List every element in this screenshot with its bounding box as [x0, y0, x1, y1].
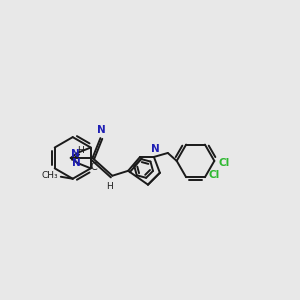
Text: Cl: Cl [209, 170, 220, 180]
Text: N: N [151, 144, 159, 154]
Text: CH₃: CH₃ [41, 171, 58, 180]
Text: Cl: Cl [218, 158, 230, 168]
Text: C: C [90, 162, 97, 172]
Text: N: N [72, 158, 81, 168]
Text: N: N [71, 149, 80, 159]
Text: N: N [97, 125, 106, 135]
Text: H: H [106, 182, 113, 191]
Text: H: H [77, 146, 84, 155]
